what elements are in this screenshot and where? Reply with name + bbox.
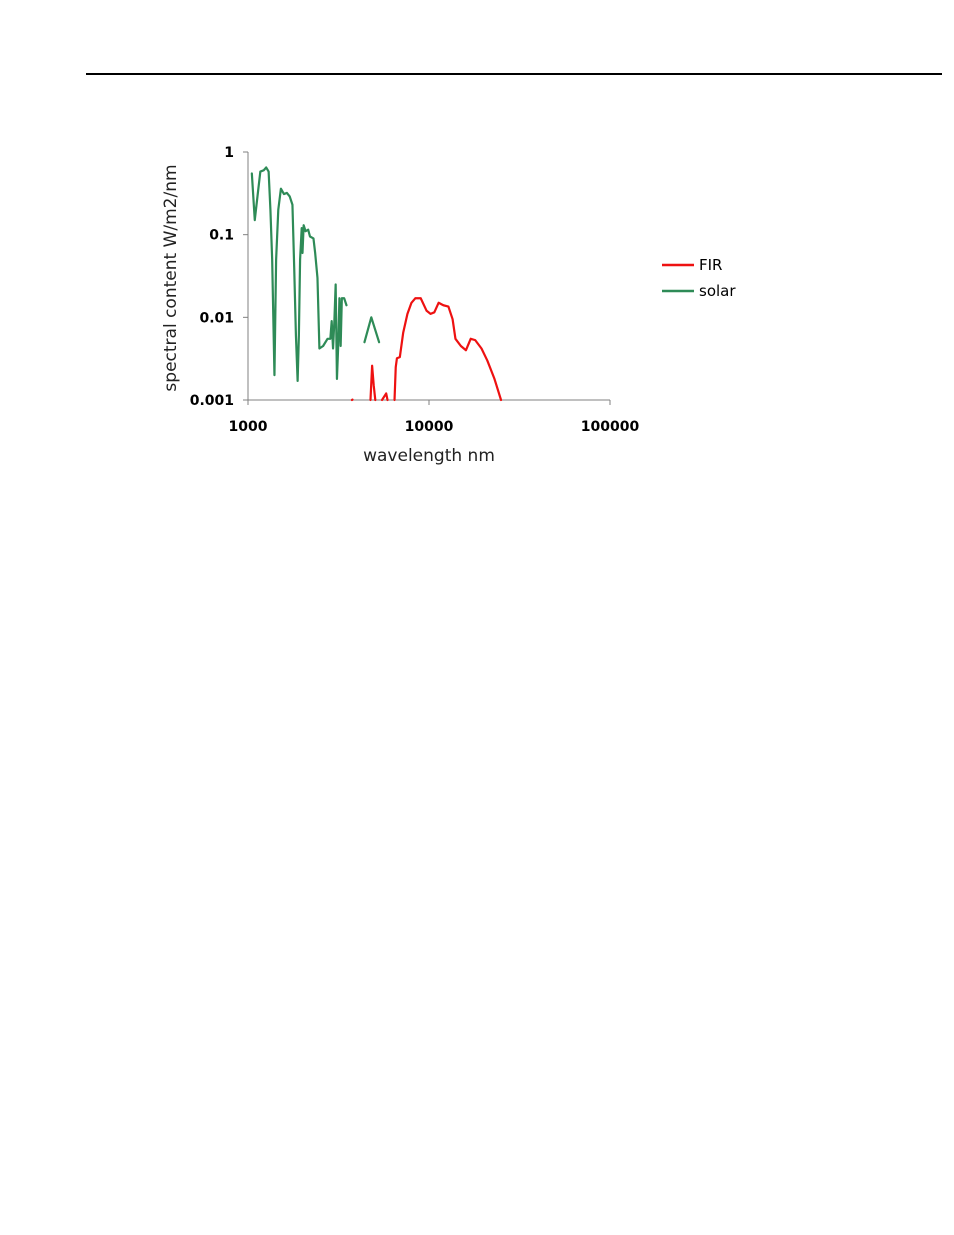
x-axis-ticks: 1000 10000 100000 (229, 400, 640, 435)
y-tick-label: 0.1 (209, 228, 234, 244)
page-top-rule (86, 73, 942, 75)
series-line-solar (363, 316, 381, 344)
x-axis-label: wavelength nm (363, 446, 495, 466)
legend: FIR solar (662, 256, 736, 300)
series-layer (250, 166, 503, 402)
y-tick-label: 0.01 (199, 310, 234, 326)
x-tick-label: 10000 (405, 419, 454, 435)
y-axis-ticks: 1 0.1 0.01 0.001 (190, 145, 248, 409)
series-line-fir (380, 392, 389, 402)
series-line-fir (369, 364, 377, 402)
y-tick-label: 1 (224, 145, 234, 161)
y-axis-label: spectral content W/m2/nm (161, 164, 181, 391)
x-tick-label: 1000 (229, 419, 268, 435)
y-tick-label: 0.001 (190, 393, 234, 409)
series-line-solar (250, 166, 348, 383)
legend-label-solar: solar (699, 282, 736, 300)
legend-label-fir: FIR (699, 256, 722, 274)
series-line-fir (393, 297, 503, 402)
x-tick-label: 100000 (581, 419, 640, 435)
